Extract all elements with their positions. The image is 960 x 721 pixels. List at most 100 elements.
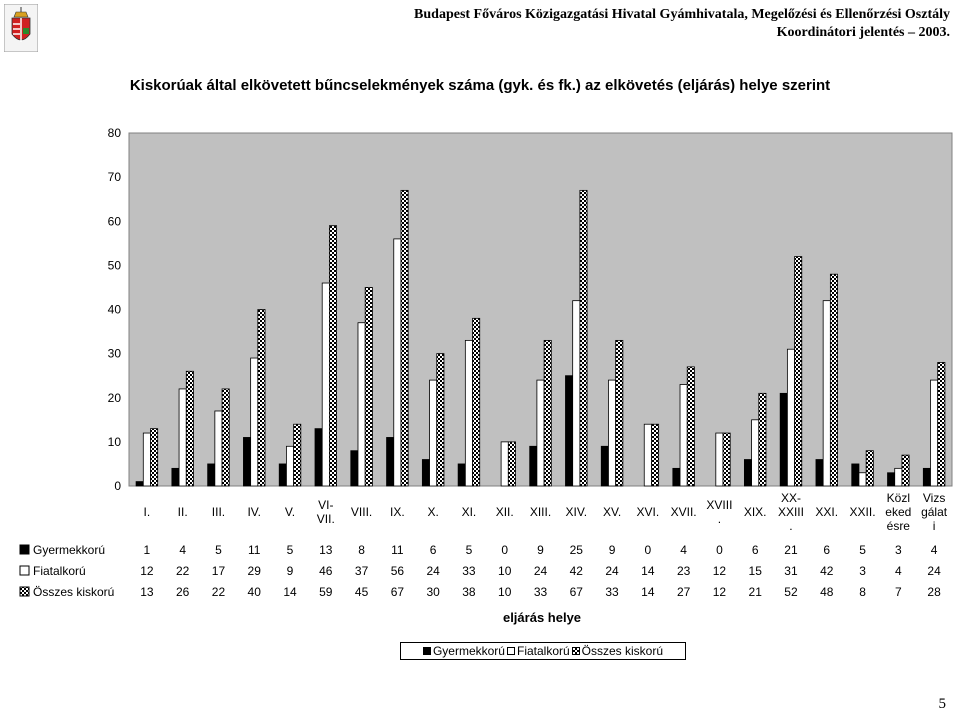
bar-white — [822, 300, 831, 487]
bar-black — [314, 428, 323, 487]
bar-white — [572, 300, 581, 487]
category-label: XV. — [603, 505, 621, 519]
category-label: XIX. — [744, 505, 767, 519]
table-cell: 0 — [716, 543, 723, 557]
bar-black — [421, 459, 430, 487]
category-label-line: gálat — [921, 505, 948, 519]
bar-checker — [937, 362, 946, 487]
y-tick-label: 80 — [108, 126, 122, 140]
table-cell: 42 — [820, 564, 834, 578]
category-label-line: XII. — [496, 505, 514, 519]
header-org-line1: Budapest Főváros Közigazgatási Hivatal G… — [414, 7, 950, 22]
table-cell: 14 — [641, 564, 655, 578]
y-tick-label: 40 — [108, 303, 122, 317]
category-label-line: I. — [144, 505, 151, 519]
category-label: XX-XXIII. — [778, 491, 804, 533]
table-cell: 0 — [645, 543, 652, 557]
bar-white — [464, 339, 473, 487]
bar-checker — [794, 256, 803, 487]
bar-black — [386, 437, 395, 487]
table-cell: 9 — [537, 543, 544, 557]
table-cell: 11 — [391, 543, 404, 557]
table-cell: 28 — [927, 585, 941, 599]
bar-white — [608, 379, 617, 487]
table-cell: 8 — [859, 585, 866, 599]
bar-black — [565, 375, 574, 487]
bar-groups — [135, 189, 946, 487]
y-tick-label: 0 — [114, 479, 121, 493]
table-cell: 13 — [140, 585, 154, 599]
category-label: VIII. — [351, 505, 372, 519]
bar-checker — [329, 225, 338, 487]
table-cell: 15 — [749, 564, 763, 578]
category-label: IV. — [247, 505, 261, 519]
bar-white — [679, 384, 688, 487]
category-label: XVIII. — [706, 498, 732, 526]
table-cell: 5 — [215, 543, 222, 557]
y-tick-label: 60 — [108, 214, 122, 228]
category-label-line: III. — [212, 505, 225, 519]
chart-title: Kiskorúak által elkövetett bűncselekmény… — [129, 77, 831, 94]
bar-checker — [221, 388, 230, 487]
table-cell: 12 — [713, 585, 727, 599]
table-cell: 14 — [283, 585, 297, 599]
y-tick-label: 70 — [108, 170, 122, 184]
table-cell: 67 — [570, 585, 584, 599]
bar-white — [930, 379, 939, 487]
table-cell: 56 — [391, 564, 405, 578]
table-cell: 11 — [248, 543, 261, 557]
table-cell: 9 — [609, 543, 616, 557]
category-label-line: XX- — [781, 491, 801, 505]
bar-black — [851, 463, 860, 487]
legend-swatch-checker — [571, 647, 580, 655]
category-label: XXII. — [850, 505, 876, 519]
table-cell: 1 — [144, 543, 151, 557]
category-label-line: II. — [178, 505, 188, 519]
category-label: XIII. — [530, 505, 551, 519]
category-label-line: XV. — [603, 505, 621, 519]
table-row-label: Gyermekkorú — [33, 543, 105, 557]
table-cell: 21 — [784, 543, 798, 557]
bar-checker — [615, 339, 624, 487]
table-cell: 24 — [426, 564, 440, 578]
bar-white — [751, 419, 760, 487]
table-cell: 33 — [462, 564, 476, 578]
table-legend-key — [19, 565, 30, 576]
category-label-line: IV. — [247, 505, 261, 519]
table-cell: 22 — [212, 585, 226, 599]
table-cell: 24 — [927, 564, 941, 578]
bar-checker — [472, 317, 481, 487]
bar-white — [393, 238, 402, 487]
table-cell: 3 — [859, 564, 866, 578]
table-cell: 48 — [820, 585, 834, 599]
data-table: Gyermekkorú 1 4 5 11 5 13 8 11 6 5 0 9 25 9 0 4 0 6 21 6 5 3 4F… — [19, 543, 941, 599]
category-label: XI. — [462, 505, 477, 519]
category-label: Vizs gálat i — [921, 491, 948, 533]
category-label-line: i — [933, 519, 936, 533]
table-cell: 10 — [498, 585, 512, 599]
bar-white — [894, 467, 903, 487]
table-cell: 26 — [176, 585, 190, 599]
category-label: III. — [212, 505, 225, 519]
table-row-label: Fiatalkorú — [33, 564, 86, 578]
table-cell: 31 — [784, 564, 798, 578]
table-cell: 29 — [248, 564, 262, 578]
table-cell: 5 — [287, 543, 294, 557]
bar-white — [250, 357, 259, 487]
chart-legend: Gyermekkorú Fiatalkorú Összes kiskorú — [400, 642, 686, 660]
category-label-line: eked — [885, 505, 911, 519]
bar-black — [887, 472, 896, 487]
table-cell: 46 — [319, 564, 333, 578]
category-label: XXI. — [815, 505, 838, 519]
category-label-line: ésre — [887, 519, 911, 533]
legend-label-gyermekkoru: Gyermekkorú — [432, 644, 505, 658]
bar-white — [178, 388, 187, 487]
bar-black — [600, 445, 609, 487]
category-label: XIV. — [565, 505, 587, 519]
bar-white — [357, 322, 366, 487]
bar-checker — [293, 423, 302, 487]
bar-black — [171, 467, 180, 487]
bar-checker — [901, 454, 910, 487]
page-number: 5 — [938, 696, 947, 712]
category-label-line: X. — [427, 505, 438, 519]
